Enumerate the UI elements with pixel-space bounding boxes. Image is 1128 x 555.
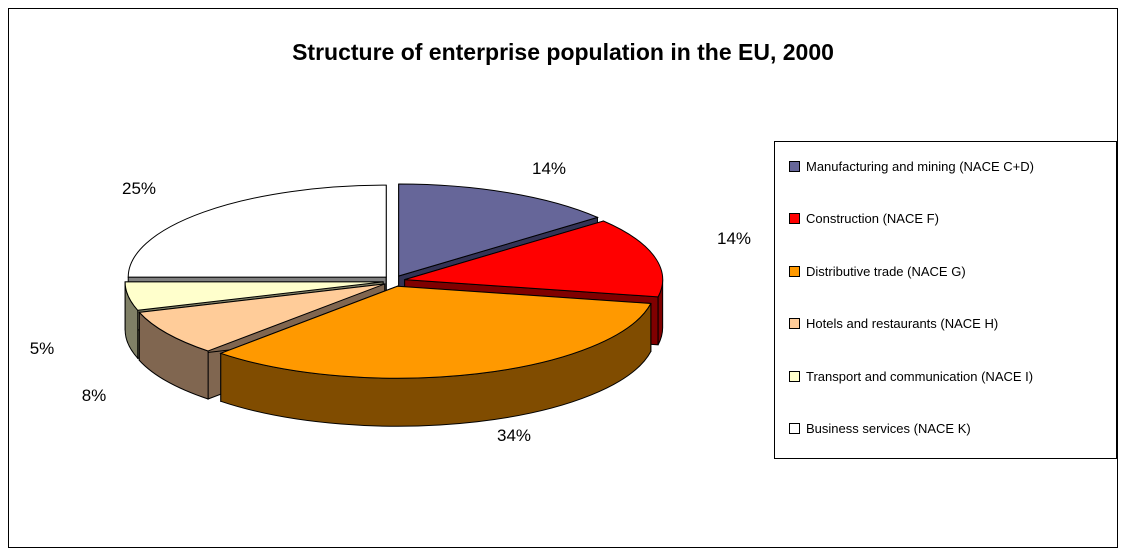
pie-slice-2 [219, 285, 652, 427]
chart-area: Structure of enterprise population in th… [8, 8, 1118, 548]
slice-top-1 [404, 220, 664, 298]
data-label-3: 8% [82, 386, 107, 405]
legend-item-2: Distributive trade (NACE G) [789, 261, 966, 281]
data-label-2: 34% [497, 426, 531, 445]
legend-item-5: Business services (NACE K) [789, 419, 971, 439]
legend-swatch-5 [789, 423, 800, 434]
legend-swatch-3 [789, 318, 800, 329]
slice-top-3 [138, 283, 385, 352]
pie-chart: 14% 14% 34% 8% 5% 25% [30, 159, 751, 445]
slice-top-2 [219, 285, 652, 379]
data-label-0: 14% [532, 159, 566, 178]
legend-label-1: Construction (NACE F) [806, 211, 939, 226]
legend-label-0: Manufacturing and mining (NACE C+D) [806, 158, 1034, 174]
slice-top-5 [127, 184, 387, 278]
legend: Manufacturing and mining (NACE C+D) Const… [774, 141, 1117, 459]
legend-swatch-0 [789, 160, 800, 172]
legend-label-2: Distributive trade (NACE G) [806, 263, 966, 279]
legend-swatch-2 [789, 265, 800, 277]
data-label-1: 14% [717, 229, 751, 248]
legend-label-3: Hotels and restaurants (NACE H) [806, 316, 999, 331]
legend-swatch-4 [789, 370, 800, 382]
slice-top-0 [398, 183, 599, 277]
legend-item-0: Manufacturing and mining (NACE C+D) [789, 156, 1034, 176]
slice-top-4 [124, 281, 384, 311]
legend-item-4: Transport and communication (NACE I) [789, 366, 1033, 386]
legend-item-3: Hotels and restaurants (NACE H) [789, 314, 998, 334]
data-label-5: 25% [122, 179, 156, 198]
legend-swatch-1 [789, 213, 800, 224]
legend-label-4: Transport and communication (NACE I) [806, 368, 1034, 384]
legend-label-5: Business services (NACE K) [806, 421, 971, 436]
chart-title: Structure of enterprise population in th… [292, 39, 834, 65]
data-label-4: 5% [30, 339, 55, 358]
legend-item-1: Construction (NACE F) [789, 209, 939, 229]
